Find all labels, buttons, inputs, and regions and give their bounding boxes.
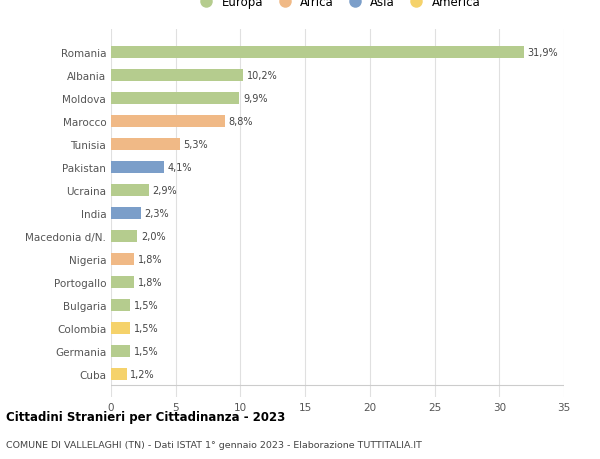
Text: COMUNE DI VALLELAGHI (TN) - Dati ISTAT 1° gennaio 2023 - Elaborazione TUTTITALIA: COMUNE DI VALLELAGHI (TN) - Dati ISTAT 1… — [6, 441, 422, 449]
Text: 10,2%: 10,2% — [247, 71, 278, 81]
Text: 5,3%: 5,3% — [184, 140, 208, 150]
Bar — [111, 276, 134, 289]
Bar — [111, 253, 134, 266]
Text: 4,1%: 4,1% — [168, 162, 193, 173]
Text: 1,8%: 1,8% — [138, 277, 163, 287]
Bar — [111, 69, 243, 82]
Bar — [111, 230, 137, 243]
Bar — [111, 138, 179, 151]
Text: 1,5%: 1,5% — [134, 346, 159, 356]
Text: 1,5%: 1,5% — [134, 323, 159, 333]
Text: 9,9%: 9,9% — [243, 94, 268, 104]
Bar — [111, 161, 164, 174]
Text: 31,9%: 31,9% — [528, 48, 559, 58]
Bar — [111, 207, 141, 220]
Bar — [111, 92, 239, 105]
Bar — [111, 345, 130, 358]
Bar — [111, 46, 524, 59]
Text: 2,9%: 2,9% — [152, 185, 177, 196]
Bar — [111, 368, 127, 381]
Text: 1,2%: 1,2% — [130, 369, 155, 379]
Bar — [111, 115, 225, 128]
Bar — [111, 322, 130, 335]
Bar — [111, 299, 130, 312]
Bar — [111, 184, 149, 197]
Text: 1,5%: 1,5% — [134, 300, 159, 310]
Legend: Europa, Africa, Asia, America: Europa, Africa, Asia, America — [192, 0, 483, 11]
Text: 8,8%: 8,8% — [229, 117, 253, 127]
Text: 2,3%: 2,3% — [145, 208, 169, 218]
Text: 1,8%: 1,8% — [138, 254, 163, 264]
Text: Cittadini Stranieri per Cittadinanza - 2023: Cittadini Stranieri per Cittadinanza - 2… — [6, 410, 285, 423]
Text: 2,0%: 2,0% — [141, 231, 166, 241]
